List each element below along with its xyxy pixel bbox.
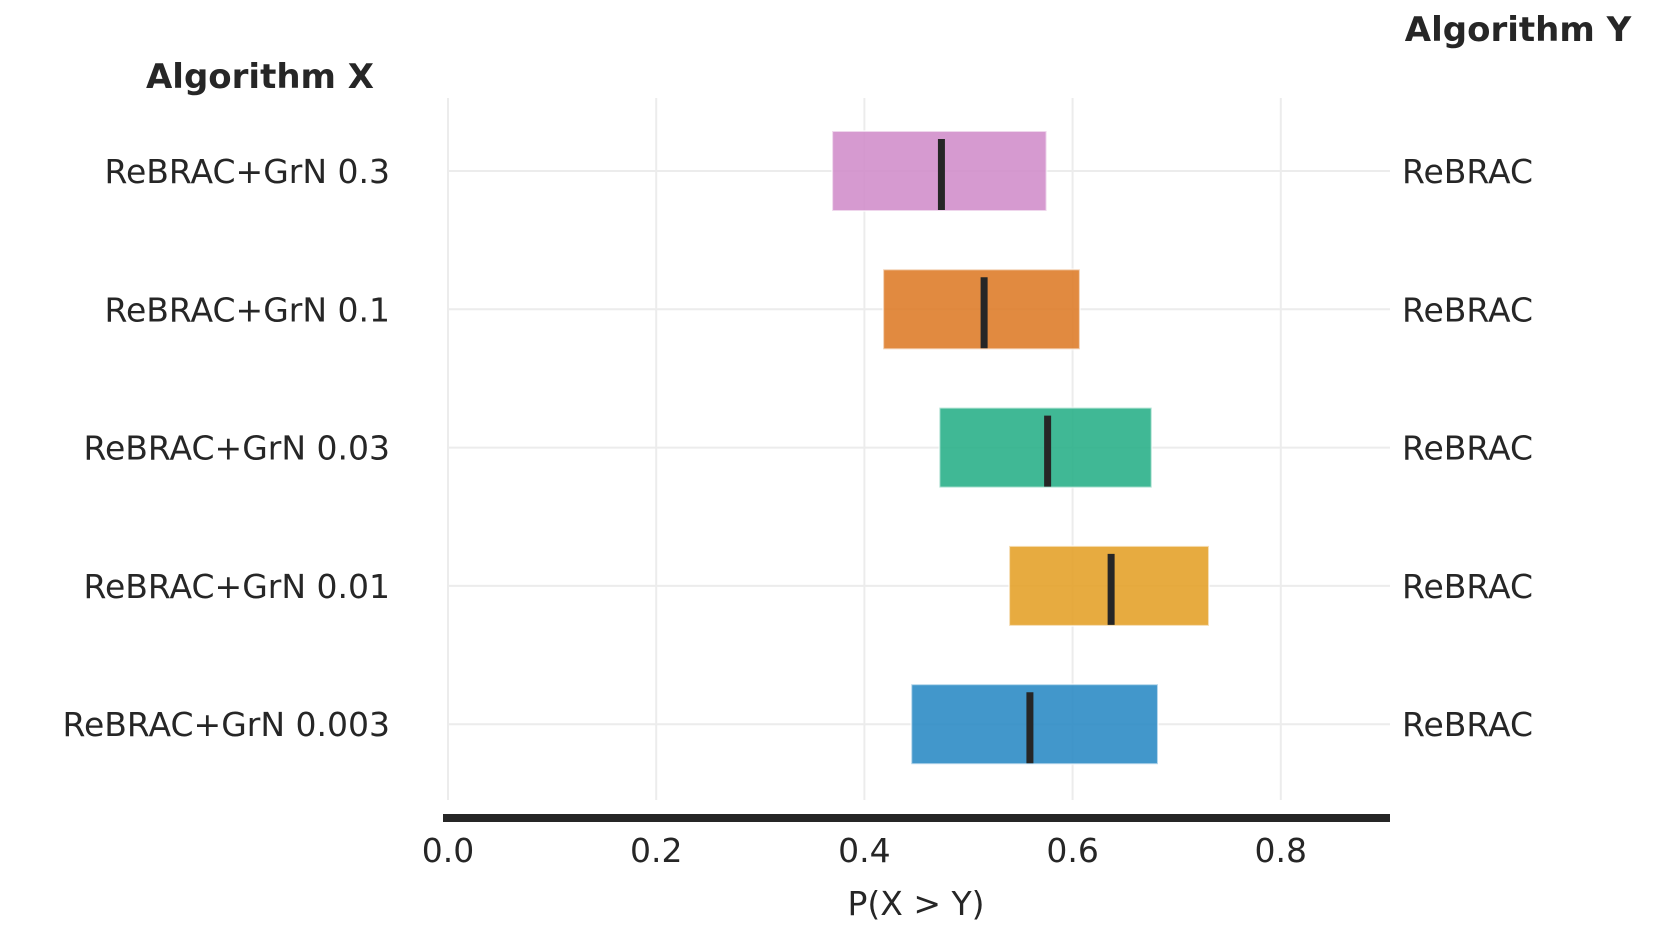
algorithm-y-label-3: ReBRAC xyxy=(1402,567,1533,606)
algorithm-x-label-0: ReBRAC+GrN 0.3 xyxy=(105,152,390,191)
interval-bar-4 xyxy=(910,683,1159,766)
x-tick-label-2: 0.4 xyxy=(838,831,890,870)
algorithm-x-label-4: ReBRAC+GrN 0.003 xyxy=(63,705,390,744)
algorithm-x-title: Algorithm X xyxy=(146,57,374,97)
algorithm-x-label-2: ReBRAC+GrN 0.03 xyxy=(84,429,390,468)
algorithm-y-title: Algorithm Y xyxy=(1405,10,1632,50)
algorithm-x-label-3: ReBRAC+GrN 0.01 xyxy=(84,567,390,606)
x-tick-labels: 0.0 0.2 0.4 0.6 0.8 xyxy=(422,831,1307,870)
algorithm-y-label-4: ReBRAC xyxy=(1402,705,1533,744)
algorithm-y-label-2: ReBRAC xyxy=(1402,429,1533,468)
algorithm-y-label-1: ReBRAC xyxy=(1402,290,1533,329)
algorithm-x-label-1: ReBRAC+GrN 0.1 xyxy=(105,290,390,329)
x-tick-label-3: 0.6 xyxy=(1046,831,1098,870)
x-tick-label-1: 0.2 xyxy=(630,831,682,870)
algorithm-x-labels: ReBRAC+GrN 0.3 ReBRAC+GrN 0.1 ReBRAC+GrN 0… xyxy=(63,152,390,744)
x-tick-label-4: 0.8 xyxy=(1255,831,1307,870)
x-axis-label: P(X > Y) xyxy=(847,884,984,923)
algorithm-y-labels: ReBRAC ReBRAC ReBRAC ReBRAC ReBRAC xyxy=(1402,152,1533,744)
interval-bars xyxy=(831,130,1210,766)
algorithm-y-label-0: ReBRAC xyxy=(1402,152,1533,191)
x-tick-label-0: 0.0 xyxy=(422,831,474,870)
